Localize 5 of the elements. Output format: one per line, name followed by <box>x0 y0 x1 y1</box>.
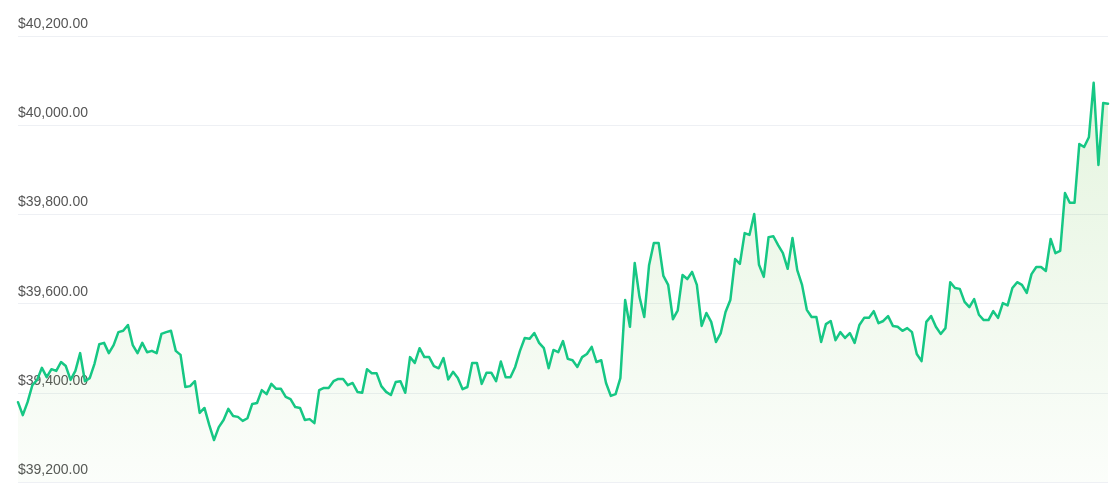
y-tick-label: $39,800.00 <box>18 193 89 210</box>
y-tick-label: $40,000.00 <box>18 104 89 121</box>
y-tick-label: $39,600.00 <box>18 282 89 299</box>
y-tick-label: $40,200.00 <box>18 15 89 31</box>
y-tick-label: $39,200.00 <box>18 461 89 477</box>
